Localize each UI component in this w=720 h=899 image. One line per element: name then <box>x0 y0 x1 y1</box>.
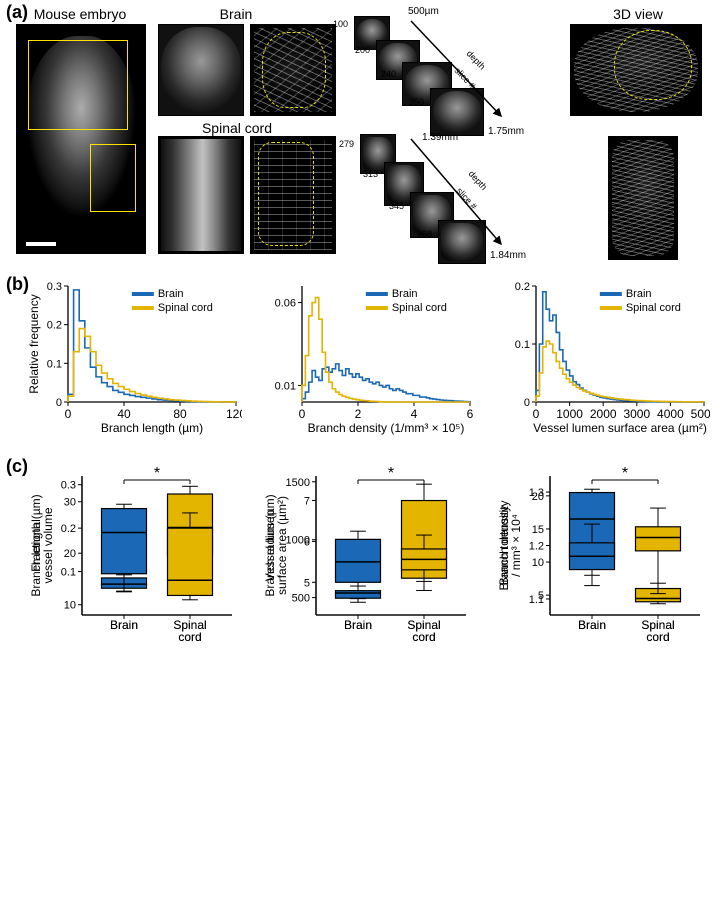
svg-text:Branch length (µm): Branch length (µm) <box>101 421 203 435</box>
svg-text:0.1: 0.1 <box>61 567 76 579</box>
svg-text:1500: 1500 <box>286 477 310 489</box>
panel-c-label: (c) <box>6 456 28 477</box>
svg-text:Brain: Brain <box>578 618 606 632</box>
svg-text:0.06: 0.06 <box>275 298 296 310</box>
svg-text:Spinal cord: Spinal cord <box>158 302 213 314</box>
svg-text:vessel volume: vessel volume <box>41 507 55 583</box>
svg-text:5000: 5000 <box>691 407 710 421</box>
svg-text:2: 2 <box>355 407 362 421</box>
spinal-edges <box>250 136 336 254</box>
svg-text:cord: cord <box>178 630 201 644</box>
svg-text:Vessel lumen surface area (µm²: Vessel lumen surface area (µm²) <box>533 421 707 435</box>
svg-text:0.1: 0.1 <box>515 339 530 351</box>
svg-text:4: 4 <box>411 407 418 421</box>
hist-branch-length: 0 0.1 0.2 0.3 0 40 80 120 Branch length (µm) Rela… <box>26 278 242 436</box>
svg-text:0.2: 0.2 <box>47 320 62 332</box>
svg-text:Brain: Brain <box>110 618 138 632</box>
svg-text:Brain: Brain <box>344 618 372 632</box>
svg-text:0.01: 0.01 <box>275 380 296 392</box>
panel-b: (b) 00.10.20.304080120Branch length (µm)… <box>8 278 712 448</box>
spinal-3d <box>608 136 678 260</box>
svg-text:1.2: 1.2 <box>529 541 544 553</box>
svg-text:1000: 1000 <box>286 535 310 547</box>
svg-text:0.3: 0.3 <box>61 480 76 492</box>
svg-text:4000: 4000 <box>657 407 684 421</box>
svg-text:0: 0 <box>524 397 530 409</box>
depth-arrow-brain: depth slice # <box>406 16 526 136</box>
svg-text:80: 80 <box>173 407 187 421</box>
svg-text:0.2: 0.2 <box>515 281 530 293</box>
svg-text:2000: 2000 <box>590 407 617 421</box>
svg-text:1000: 1000 <box>556 407 583 421</box>
svg-text:*: * <box>388 465 394 482</box>
brain-gray <box>158 24 244 116</box>
svg-text:3000: 3000 <box>623 407 650 421</box>
brain-edges <box>250 24 336 116</box>
panel-c: (c) 102030BrainSpinalcord*Branch length … <box>8 460 712 890</box>
svg-text:0: 0 <box>65 407 72 421</box>
svg-text:500: 500 <box>292 593 310 605</box>
svg-text:slice #: slice # <box>455 186 480 212</box>
svg-text:Spinal cord: Spinal cord <box>626 302 681 314</box>
3d-title: 3D view <box>598 6 678 22</box>
svg-text:40: 40 <box>117 407 131 421</box>
box-fractional-volume: 0.10.20.3BrainSpinalcordFractionalvessel… <box>26 460 242 655</box>
svg-text:Relative frequency: Relative frequency <box>27 294 41 393</box>
svg-text:0.3: 0.3 <box>47 281 62 293</box>
svg-text:1.3: 1.3 <box>529 487 544 499</box>
svg-text:6: 6 <box>467 407 474 421</box>
svg-text:Branch tortuosity: Branch tortuosity <box>497 500 511 590</box>
svg-text:Brain: Brain <box>158 288 184 300</box>
svg-text:surface area (µm²): surface area (µm²) <box>275 496 289 595</box>
embryo-title: Mouse embryo <box>30 6 130 22</box>
svg-text:0: 0 <box>533 407 540 421</box>
hist-surface-area: 0 0.1 0.2 0 1000 2000 3000 4000 5000Vessel lumen… <box>494 278 710 436</box>
svg-text:cord: cord <box>412 630 435 644</box>
svg-text:0: 0 <box>299 407 306 421</box>
svg-text:Spinal cord: Spinal cord <box>392 302 447 314</box>
svg-text:cord: cord <box>646 630 669 644</box>
embryo-image <box>16 24 146 254</box>
svg-text:1.1: 1.1 <box>529 594 544 606</box>
spinal-gray <box>158 136 244 254</box>
box-surface-area: 50010001500BrainSpinalcord*Vessel lumens… <box>260 460 476 655</box>
svg-text:120: 120 <box>226 407 242 421</box>
panel-a-label: (a) <box>6 2 28 23</box>
brain-3d <box>570 24 702 116</box>
svg-text:depth: depth <box>465 48 488 71</box>
svg-text:0: 0 <box>56 397 62 409</box>
svg-text:slice #: slice # <box>453 65 478 90</box>
hist-branch-density: 0.01 0.06 0 2 4 6Branch density (1/mm³ × 10⁵)… <box>260 278 476 436</box>
box-tortuosity: 1.11.21.3BrainSpinalcordBranch tortuosit… <box>494 460 710 655</box>
svg-text:0.2: 0.2 <box>61 523 76 535</box>
svg-text:depth: depth <box>467 169 490 192</box>
svg-text:Brain: Brain <box>626 288 652 300</box>
spinal-title: Spinal cord <box>192 120 282 136</box>
svg-text:0.1: 0.1 <box>47 358 62 370</box>
scalebar <box>26 242 56 246</box>
svg-text:Branch density (1/mm³ × 10⁵): Branch density (1/mm³ × 10⁵) <box>308 421 465 435</box>
brain-title: Brain <box>206 6 266 22</box>
depth-arrow-spinal: depth slice # <box>406 134 526 264</box>
svg-text:Brain: Brain <box>392 288 418 300</box>
panel-a: (a) Mouse embryo Brain 100 200 240 350 5… <box>8 6 712 266</box>
